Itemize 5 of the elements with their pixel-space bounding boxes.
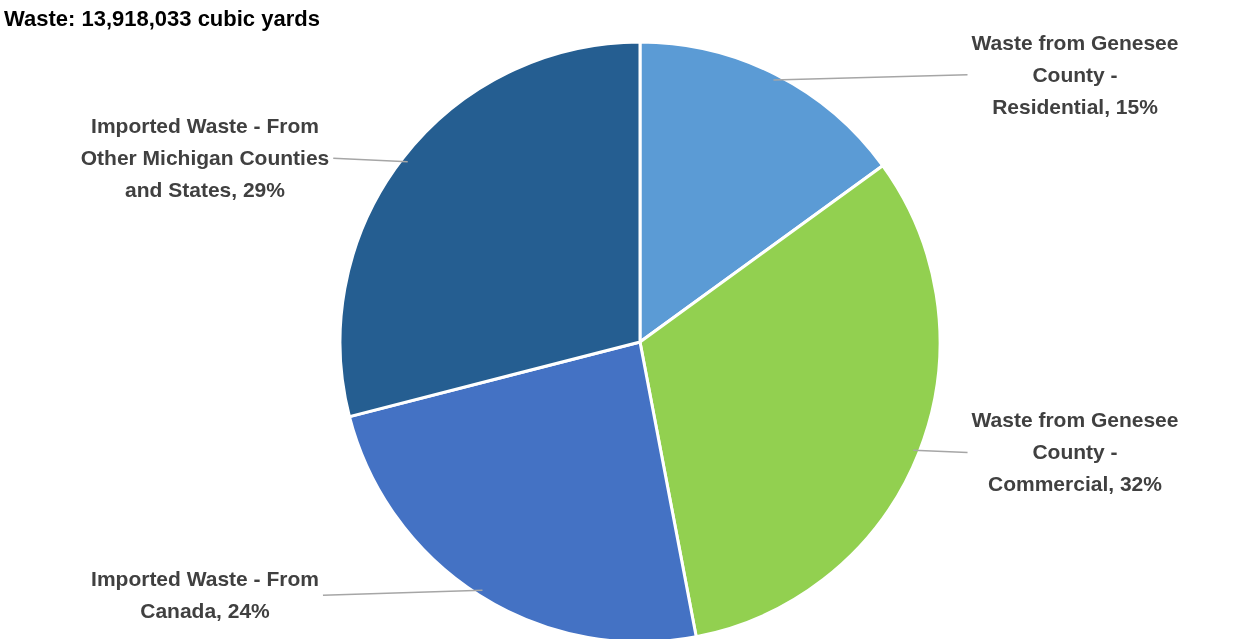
- slice-label: Imported Waste - From Other Michigan Counties and States, 29%: [80, 114, 330, 202]
- slice-label: Imported Waste - From Canada, 24%: [91, 567, 319, 623]
- slice-label: Waste from Genesee County - Commercial, 32%: [971, 408, 1179, 496]
- chart-title: Waste: 13,918,033 cubic yards: [4, 6, 320, 31]
- slice-label: Waste from Genesee County - Residential, 15%: [971, 30, 1179, 118]
